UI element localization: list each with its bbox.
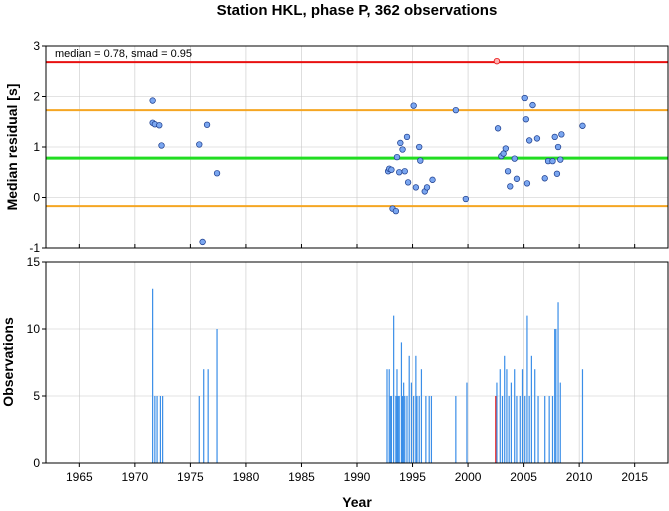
residual-point [507, 183, 514, 190]
y-tick-label: 0 [33, 456, 40, 470]
residual-point [553, 170, 561, 177]
x-tick-label: 1985 [288, 470, 315, 484]
residual-point [557, 156, 564, 163]
residual-point [513, 175, 521, 182]
residual-point [429, 176, 436, 183]
x-tick-label: 1965 [66, 470, 93, 484]
y-tick-label: 2 [33, 90, 40, 104]
residual-point [417, 157, 424, 164]
residual-point [403, 133, 411, 141]
residual-point [399, 146, 406, 153]
median-smad-annotation: median = 0.78, smad = 0.95 [55, 48, 192, 60]
residual-point [554, 143, 562, 151]
residual-point [529, 101, 536, 109]
residual-point [213, 170, 221, 177]
residual-point [156, 122, 163, 129]
x-tick-label: 1990 [344, 470, 371, 484]
y-tick-label: 5 [33, 389, 40, 403]
y-tick-label: 10 [27, 322, 41, 336]
observations-y-axis-label: Observations [0, 317, 16, 407]
residual-point [393, 153, 401, 161]
residual-y-axis-label: Median residual [s] [4, 84, 20, 211]
residual-point [203, 121, 211, 128]
y-tick-label: 1 [33, 140, 40, 154]
x-tick-label: 2015 [621, 470, 648, 484]
residual-point [392, 207, 400, 215]
residual-point [558, 131, 565, 138]
residual-point [416, 143, 423, 151]
residual-point [541, 175, 548, 182]
residual-panel: -1 0 1 2 3 median = 0.78, smad = 0.95 Median… [4, 39, 669, 255]
observations-panel: 1965 1970 1975 1980 1985 1990 1995 2000 2005 2010… [0, 255, 669, 510]
observations-ticks: 1965 1970 1975 1980 1985 1990 1995 2000 2005 2010… [27, 255, 649, 484]
y-tick-label: 15 [27, 255, 41, 269]
x-tick-label: 1975 [177, 470, 204, 484]
reference-lines [46, 61, 668, 208]
outlier-point [493, 57, 501, 65]
residual-point [423, 184, 431, 191]
residual-point [452, 106, 460, 114]
residual-point [412, 184, 420, 191]
residual-point [579, 122, 586, 129]
x-axis-label: Year [342, 494, 372, 510]
x-tick-label: 1995 [399, 470, 426, 484]
residual-point [199, 238, 206, 246]
y-tick-label: -1 [29, 241, 40, 255]
y-tick-label: 0 [33, 191, 40, 205]
observations-grid [46, 261, 668, 464]
residual-point [494, 125, 502, 132]
residual-point [500, 150, 507, 157]
x-tick-label: 2010 [566, 470, 593, 484]
residual-point [549, 157, 556, 165]
residual-points [149, 57, 586, 246]
residual-point [196, 141, 203, 148]
residual-y-ticks: -1 0 1 2 3 [29, 39, 636, 255]
x-tick-label: 1980 [233, 470, 260, 484]
residual-point [523, 180, 531, 187]
residual-point [396, 169, 403, 176]
residual-point [401, 168, 408, 175]
residual-point [522, 116, 529, 123]
x-tick-label: 2000 [455, 470, 482, 484]
residual-point [521, 94, 528, 102]
residual-point [504, 168, 512, 175]
residual-grid [46, 45, 668, 249]
residual-point [511, 155, 518, 162]
residual-point [533, 135, 541, 142]
observation-bars [152, 288, 584, 463]
residual-point [404, 179, 412, 186]
residual-point [462, 195, 470, 203]
x-tick-label: 2005 [510, 470, 537, 484]
residual-point [158, 142, 165, 149]
chart-title: Station HKL, phase P, 362 observations [217, 2, 498, 19]
residual-point [149, 97, 156, 104]
residual-point [410, 102, 417, 109]
residual-point [526, 137, 533, 144]
y-tick-label: 3 [33, 39, 40, 53]
x-tick-label: 1970 [122, 470, 149, 484]
residual-point [388, 166, 395, 173]
residual-point [397, 139, 404, 147]
residual-point [551, 133, 558, 141]
residual-point [502, 145, 509, 152]
